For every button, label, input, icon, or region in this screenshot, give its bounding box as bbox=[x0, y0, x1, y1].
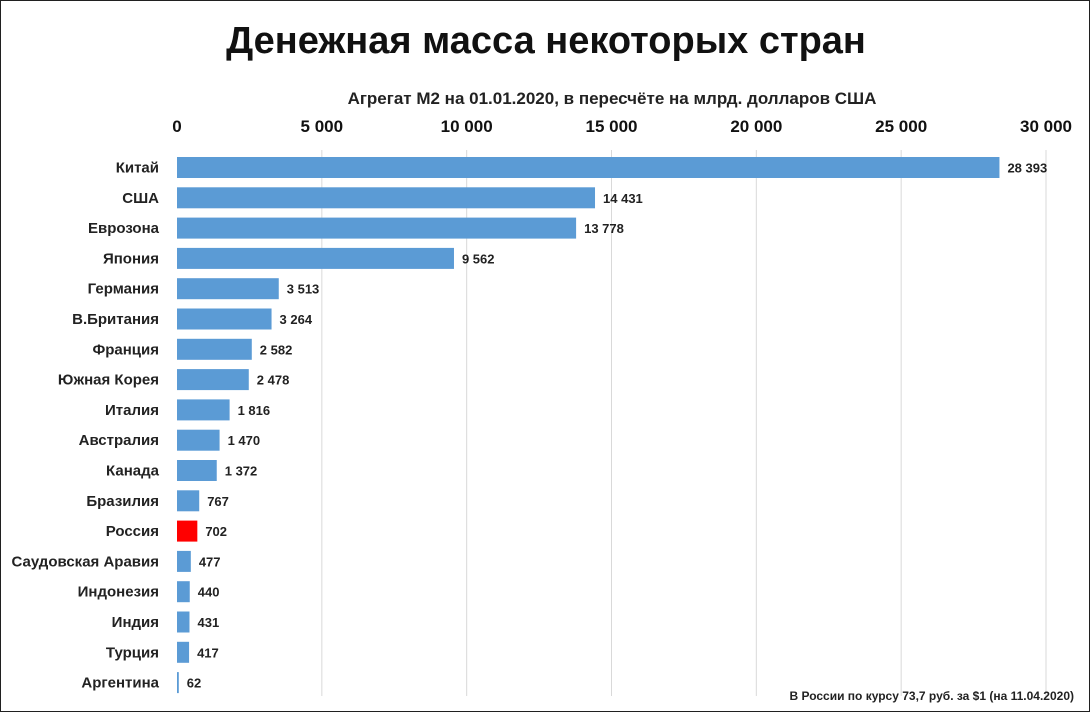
x-tick-label: 15 000 bbox=[586, 117, 638, 136]
category-label: Индия bbox=[112, 614, 159, 631]
data-label: 13 778 bbox=[584, 221, 624, 236]
data-label: 3 513 bbox=[287, 282, 320, 297]
data-label: 28 393 bbox=[1007, 161, 1047, 176]
x-tick-label: 25 000 bbox=[875, 117, 927, 136]
data-label: 417 bbox=[197, 645, 219, 660]
x-tick-label: 10 000 bbox=[441, 117, 493, 136]
category-label: Япония bbox=[103, 250, 159, 267]
chart-title: Денежная масса некоторых стран bbox=[226, 20, 866, 62]
category-label: Индонезия bbox=[78, 584, 159, 601]
category-label: Китай bbox=[116, 160, 159, 177]
data-label: 1 372 bbox=[225, 464, 258, 479]
data-label: 2 478 bbox=[257, 373, 290, 388]
bar bbox=[177, 641, 190, 663]
data-label: 767 bbox=[207, 494, 229, 509]
bar bbox=[177, 611, 190, 633]
data-label: 440 bbox=[198, 585, 220, 600]
category-label: В.Британия bbox=[72, 311, 159, 328]
data-label: 3 264 bbox=[280, 312, 313, 327]
bar bbox=[177, 399, 230, 421]
bar bbox=[177, 308, 272, 330]
bar bbox=[177, 157, 1000, 178]
bar bbox=[177, 490, 200, 512]
category-label: Еврозона bbox=[88, 220, 160, 237]
bar bbox=[177, 369, 249, 391]
data-label: 62 bbox=[187, 676, 201, 691]
category-label: Канада bbox=[106, 463, 160, 480]
data-label: 702 bbox=[205, 524, 227, 539]
bar bbox=[177, 460, 217, 481]
category-labels: Китай США Еврозона Япония Германия В.Британия… bbox=[11, 160, 159, 692]
data-label: 1 816 bbox=[238, 403, 271, 418]
x-tick-label: 30 000 bbox=[1020, 117, 1072, 136]
category-label: Южная Корея bbox=[58, 372, 159, 389]
data-label: 1 470 bbox=[228, 433, 261, 448]
gridlines bbox=[321, 150, 1047, 696]
bar bbox=[177, 672, 179, 694]
category-label: США bbox=[122, 190, 159, 207]
bar bbox=[177, 338, 252, 360]
category-label: Аргентина bbox=[81, 675, 159, 692]
category-label: Турция bbox=[106, 644, 159, 661]
data-label: 431 bbox=[197, 615, 219, 630]
chart-subtitle: Агрегат М2 на 01.01.2020, в пересчёте на… bbox=[348, 89, 877, 108]
category-label: Италия bbox=[105, 402, 159, 419]
category-label: Франция bbox=[92, 341, 159, 358]
category-label: Бразилия bbox=[86, 493, 159, 510]
bars bbox=[177, 157, 1000, 694]
data-label: 477 bbox=[199, 554, 221, 569]
category-label: Германия bbox=[88, 281, 159, 298]
bar bbox=[177, 429, 220, 451]
bar bbox=[177, 217, 577, 239]
category-label: Саудовская Аравия bbox=[11, 553, 159, 570]
chart-footnote: В России по курсу 73,7 руб. за $1 (на 11… bbox=[789, 689, 1074, 703]
bar bbox=[177, 278, 279, 300]
category-label: Россия bbox=[106, 523, 159, 540]
bar bbox=[177, 247, 454, 269]
x-tick-label: 0 bbox=[172, 117, 181, 136]
bar bbox=[177, 520, 198, 542]
category-label: Австралия bbox=[79, 432, 159, 449]
data-label: 14 431 bbox=[603, 191, 643, 206]
data-label: 2 582 bbox=[260, 342, 293, 357]
x-tick-label: 20 000 bbox=[730, 117, 782, 136]
bar bbox=[177, 581, 190, 603]
x-tick-label: 5 000 bbox=[301, 117, 344, 136]
data-label: 9 562 bbox=[462, 251, 495, 266]
x-axis-ticks: 0 5 000 10 000 15 000 20 000 25 000 30 000 bbox=[172, 117, 1072, 136]
bar bbox=[177, 187, 596, 209]
bar bbox=[177, 550, 191, 572]
value-labels: 28 393 14 431 13 778 9 562 3 513 3 264 2 582 2 … bbox=[187, 161, 1047, 691]
